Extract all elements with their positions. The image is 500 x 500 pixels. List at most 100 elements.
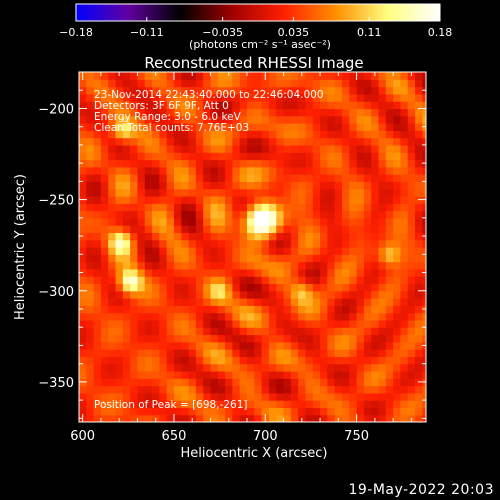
heatmap-cell [122, 247, 131, 255]
heatmap-cell [203, 174, 212, 182]
heatmap-cell [334, 130, 343, 139]
heatmap-cell [159, 108, 168, 117]
heatmap-cell [115, 137, 124, 146]
heatmap-cell [108, 195, 117, 204]
heatmap-cell [320, 283, 328, 292]
heatmap-cell [79, 137, 87, 146]
heatmap-cell [334, 276, 343, 285]
heatmap-cell [268, 181, 277, 190]
heatmap-cell [159, 327, 168, 336]
heatmap-cell [276, 108, 285, 117]
heatmap-cell [407, 101, 416, 110]
heatmap-cell [166, 407, 175, 416]
heatmap-cell [86, 349, 95, 357]
colorbar: −0.18 −0.11 −0.035 0.035 0.11 0.18 (photons c… [59, 3, 452, 51]
heatmap-cell [290, 334, 299, 343]
heatmap-cell [181, 349, 190, 357]
heatmap-cell [254, 232, 263, 241]
heatmap-cell [239, 152, 248, 161]
heatmap-cell [254, 181, 263, 190]
heatmap-cell [254, 144, 263, 153]
heatmap-cell [407, 166, 416, 175]
heatmap-cell [327, 378, 336, 387]
heatmap-cell [341, 327, 350, 336]
heatmap-cell [283, 268, 292, 277]
heatmap-cell [349, 319, 358, 328]
heatmap-cell [93, 414, 102, 422]
heatmap-cell [268, 378, 277, 387]
heatmap-cell [334, 137, 343, 146]
heatmap-cell [407, 327, 416, 336]
heatmap-cell [152, 86, 160, 95]
heatmap-cell [195, 363, 204, 372]
heatmap-cell [312, 268, 321, 277]
heatmap-cell [210, 298, 219, 306]
heatmap-cell [407, 225, 416, 234]
heatmap-cell [385, 130, 394, 139]
heatmap-cell [349, 217, 358, 226]
heatmap-cell [195, 290, 204, 299]
heatmap-cell [378, 290, 387, 299]
heatmap-cell [341, 108, 350, 117]
heatmap-cell [86, 370, 95, 379]
heatmap-cell [86, 159, 95, 168]
heatmap-cell [378, 159, 387, 168]
heatmap-cell [115, 283, 124, 292]
heatmap-cell [152, 93, 160, 102]
heatmap-cell [100, 254, 109, 263]
heatmap-cell [400, 239, 409, 248]
heatmap-cell [152, 283, 160, 292]
heatmap-cell [173, 334, 182, 343]
heatmap-cell [334, 319, 343, 328]
heatmap-cell [115, 79, 124, 88]
heatmap-cell [283, 181, 292, 190]
heatmap-cell [407, 232, 416, 241]
heatmap-cell [247, 144, 255, 153]
heatmap-cell [195, 123, 204, 131]
heatmap-cell [334, 123, 343, 131]
heatmap-cell [254, 334, 263, 343]
heatmap-cell [225, 203, 234, 212]
heatmap-cell [115, 363, 124, 372]
heatmap-cell [261, 174, 270, 182]
heatmap-cell [334, 268, 343, 277]
heatmap-cell [341, 290, 350, 299]
heatmap-cell [400, 414, 409, 422]
heatmap-cell [422, 239, 426, 248]
heatmap-cell [393, 137, 402, 146]
heatmap-cell [173, 356, 182, 365]
heatmap-cell [320, 86, 328, 95]
heatmap-cell [312, 210, 321, 219]
heatmap-cell [341, 407, 350, 416]
heatmap-cell [341, 195, 350, 204]
heatmap-cell [181, 298, 190, 306]
heatmap-cell [247, 305, 255, 314]
heatmap-cell [407, 298, 416, 306]
heatmap-cell [247, 188, 255, 197]
heatmap-cell [320, 407, 328, 416]
heatmap-cell [341, 378, 350, 387]
heatmap-cell [385, 341, 394, 350]
heatmap-cell [341, 217, 350, 226]
heatmap-cell [130, 144, 139, 153]
heatmap-cell [217, 79, 226, 88]
heatmap-cell [210, 276, 219, 285]
heatmap-cell [173, 341, 182, 350]
heatmap-cell [363, 400, 372, 409]
heatmap-cell [100, 108, 109, 117]
heatmap-cell [349, 392, 358, 401]
heatmap-cell [181, 123, 190, 131]
heatmap-cell [407, 319, 416, 328]
heatmap-cell [225, 86, 234, 95]
heatmap-cell [371, 123, 380, 131]
heatmap-cell [261, 152, 270, 161]
heatmap-cell [393, 268, 402, 277]
heatmap-cell [349, 283, 358, 292]
heatmap-cell [283, 378, 292, 387]
heatmap-cell [349, 93, 358, 102]
heatmap-cell [239, 86, 248, 95]
heatmap-cell [407, 93, 416, 102]
heatmap-cell [261, 385, 270, 394]
heatmap-cell [312, 115, 321, 124]
heatmap-cell [254, 166, 263, 175]
